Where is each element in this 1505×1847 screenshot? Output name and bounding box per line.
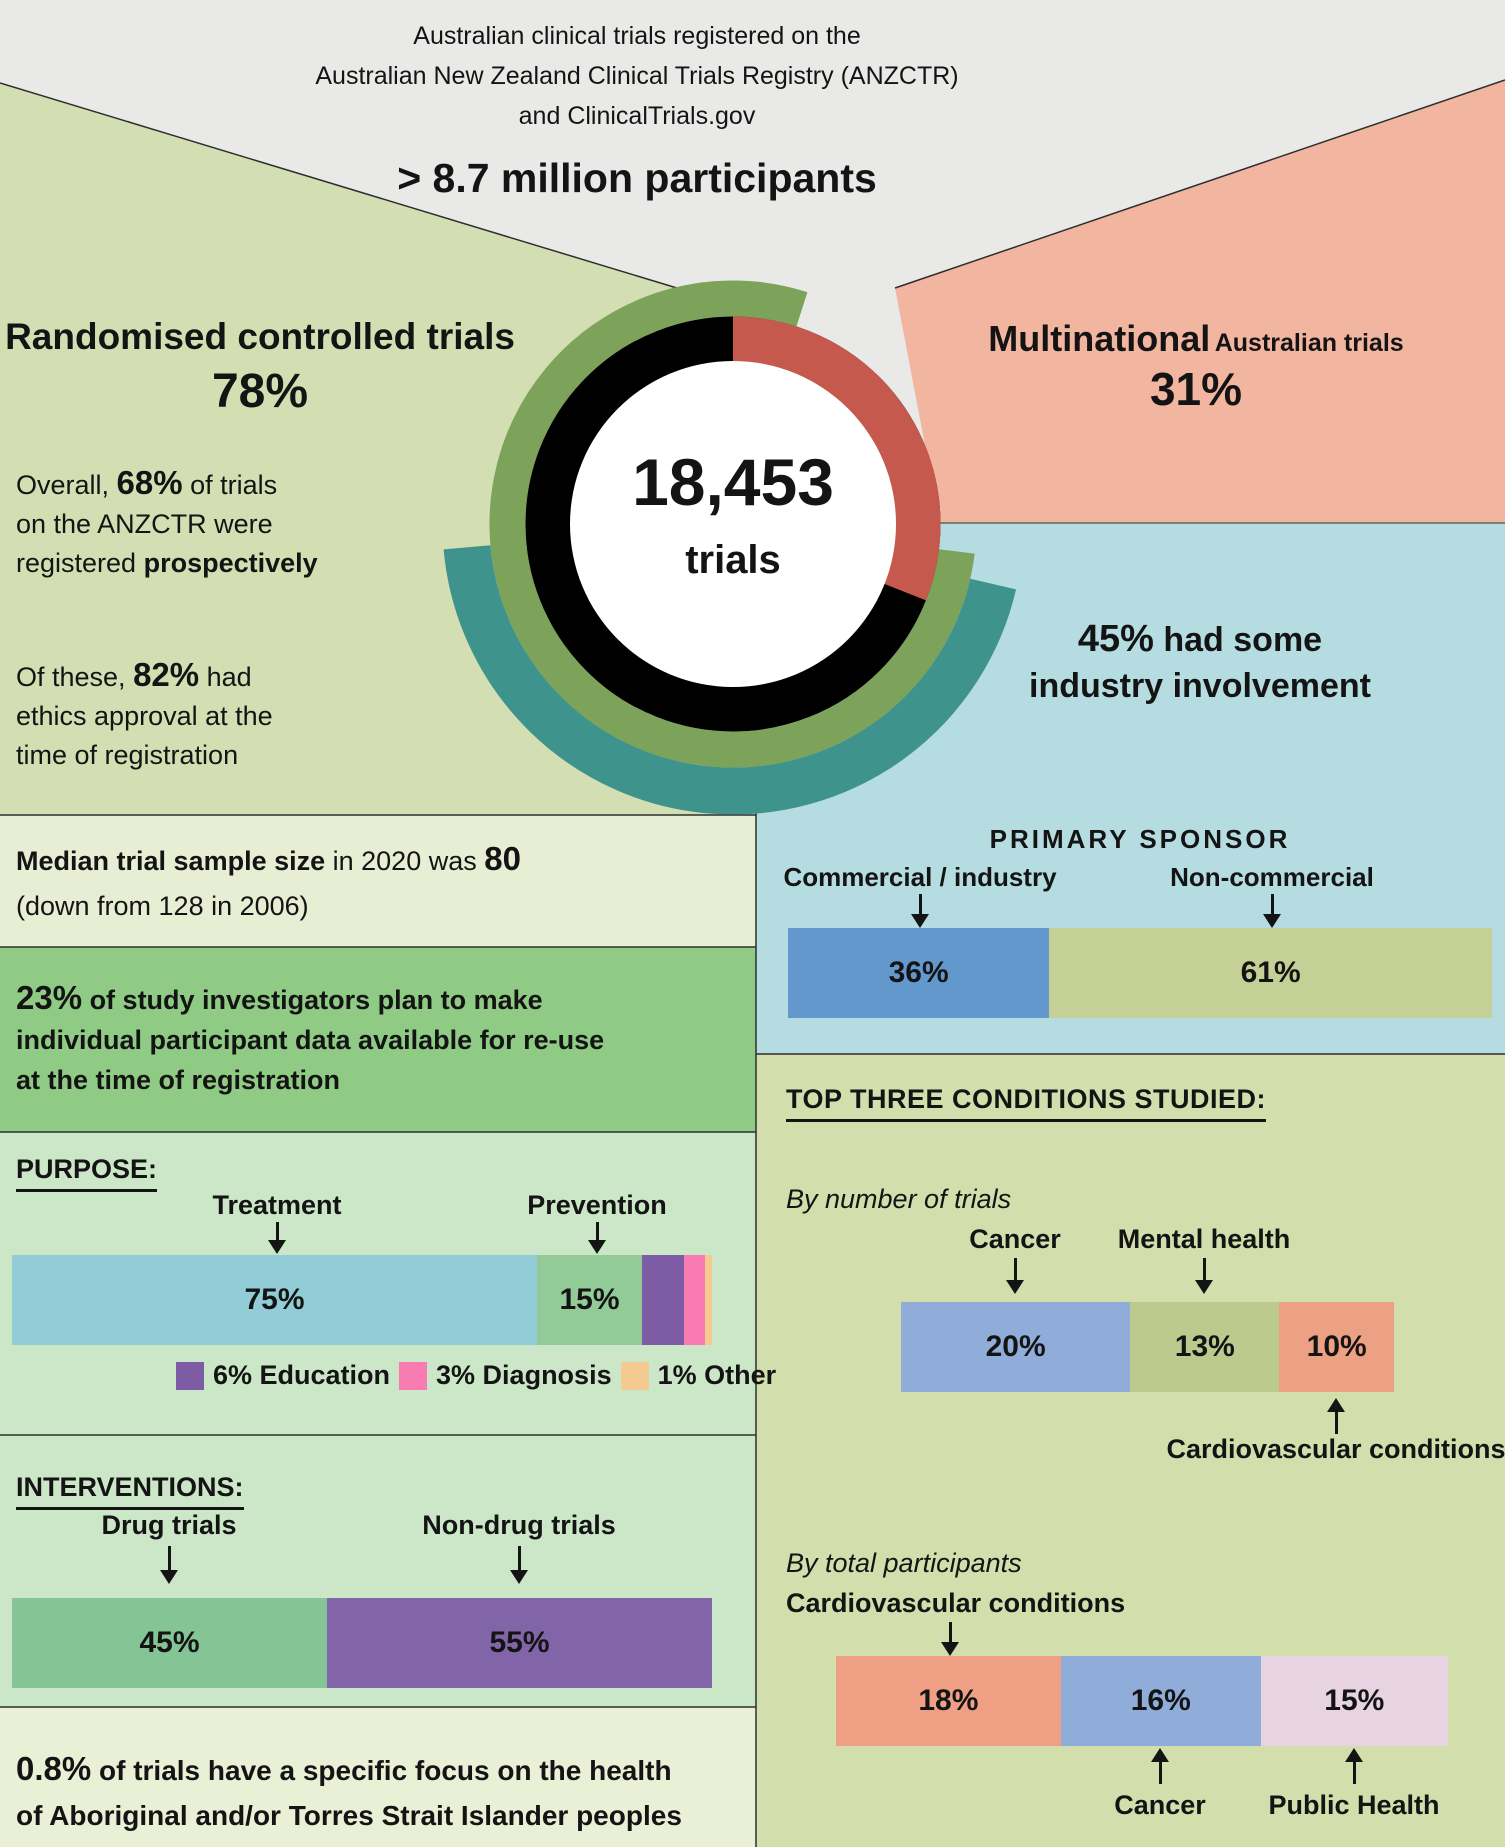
- sponsor-label-noncommercial: Non-commercial: [1170, 862, 1374, 892]
- arrow-down-icon: [517, 1546, 521, 1572]
- bar-segment: [642, 1255, 684, 1345]
- ethics-approval-text: Of these, 82% had ethics approval at the…: [16, 656, 273, 770]
- purpose-title: PURPOSE:: [16, 1154, 158, 1192]
- bar-segment: 10%: [1279, 1302, 1394, 1392]
- sponsor-label-commercial: Commercial / industry: [783, 862, 1057, 892]
- interventions-bar: 45% 55%: [12, 1598, 712, 1688]
- participants-headline: > 8.7 million participants: [397, 155, 877, 201]
- interventions-title: INTERVENTIONS:: [16, 1472, 244, 1510]
- legend-swatch: [176, 1361, 204, 1390]
- arrow-up-icon: [1158, 1760, 1162, 1784]
- arrow-down-icon: [918, 894, 922, 916]
- participants-label-cardiovascular: Cardiovascular conditions: [786, 1588, 1126, 1618]
- title-block: Australian clinical trials registered on…: [0, 16, 1274, 136]
- purpose-legend: 6% Education 3% Diagnosis 1% Other: [176, 1360, 776, 1391]
- interventions-label-drug: Drug trials: [101, 1510, 237, 1540]
- bar-segment: 20%: [901, 1302, 1131, 1392]
- donut-unit: trials: [685, 538, 781, 582]
- donut-ring-multinational-31pct: [732, 316, 941, 601]
- arrow-down-icon: [167, 1546, 171, 1572]
- interventions-label-nondrug: Non-drug trials: [422, 1510, 616, 1540]
- purpose-label-treatment: Treatment: [212, 1190, 342, 1220]
- data-sharing-text: 23% of study investigators plan to make …: [16, 979, 605, 1095]
- conditions-label-cardiovascular: Cardiovascular conditions: [1166, 1434, 1505, 1464]
- bar-segment: 36%: [788, 928, 1050, 1018]
- arrow-down-icon: [595, 1222, 599, 1242]
- conditions-label-cancer: Cancer: [969, 1224, 1061, 1254]
- rct-percent: 78%: [211, 365, 309, 418]
- donut-ring-industry-involvement-45pct: [443, 545, 1017, 815]
- purpose-bar: 75% 15%: [12, 1255, 712, 1345]
- bar-segment: [705, 1255, 712, 1345]
- arrow-down-icon: [948, 1622, 952, 1644]
- conditions-by-trials-bar: 20% 13% 10%: [901, 1302, 1394, 1392]
- bar-segment: 75%: [12, 1255, 537, 1345]
- bar-segment: 55%: [327, 1598, 712, 1688]
- legend-label: 1% Other: [657, 1360, 777, 1390]
- legend-item: 6% Education: [176, 1360, 390, 1391]
- by-total-participants-subtitle: By total participants: [786, 1548, 1022, 1578]
- legend-swatch: [399, 1361, 428, 1390]
- bar-segment: 15%: [537, 1255, 642, 1345]
- arrow-down-icon: [1202, 1258, 1206, 1282]
- bar-segment: [684, 1255, 705, 1345]
- prospective-registration-text: Overall, 68% of trials on the ANZCTR wer…: [16, 464, 318, 578]
- participants-label-cancer: Cancer: [1114, 1790, 1206, 1820]
- bar-segment: 13%: [1130, 1302, 1280, 1392]
- conditions-by-participants-bar: 18% 16% 15%: [836, 1656, 1448, 1746]
- arrow-up-icon: [1334, 1410, 1338, 1434]
- primary-sponsor-title: PRIMARY SPONSOR: [989, 824, 1291, 854]
- legend-label: 3% Diagnosis: [436, 1360, 612, 1390]
- donut-rings: [443, 280, 1017, 815]
- donut-hole: [570, 361, 896, 687]
- industry-involvement-text: 45% had some industry involvement: [1029, 618, 1371, 705]
- bar-segment: 18%: [836, 1656, 1061, 1746]
- donut-total: 18,453: [632, 445, 834, 519]
- bar-segment: 15%: [1260, 1656, 1448, 1746]
- aboriginal-focus-text: 0.8% of trials have a specific focus on …: [16, 1750, 682, 1831]
- donut-chart: 18,453 trials: [443, 280, 1017, 815]
- arrow-down-icon: [275, 1222, 279, 1242]
- multinational-title: Multinational Australian trials: [988, 318, 1404, 359]
- donut-ring-randomised-controlled-78pct: [489, 280, 975, 768]
- legend-item: 1% Other: [620, 1360, 777, 1391]
- participants-label-public-health: Public Health: [1268, 1790, 1440, 1820]
- purpose-label-prevention: Prevention: [527, 1190, 667, 1220]
- title-line-1: Australian clinical trials registered on…: [413, 22, 861, 50]
- arrow-down-icon: [1013, 1258, 1017, 1282]
- primary-sponsor-bar: 36% 61%: [788, 928, 1492, 1018]
- conditions-title: TOP THREE CONDITIONS STUDIED:: [786, 1084, 1267, 1122]
- median-sample-size-text: Median trial sample size in 2020 was 80 …: [16, 840, 521, 921]
- rct-title: Randomised controlled trials: [5, 316, 515, 357]
- legend-item: 3% Diagnosis: [399, 1360, 612, 1391]
- legend-swatch: [620, 1361, 649, 1390]
- bar-segment: 45%: [12, 1598, 327, 1688]
- arrow-down-icon: [1270, 894, 1274, 916]
- bar-segment: 16%: [1060, 1656, 1261, 1746]
- arrow-up-icon: [1352, 1760, 1356, 1784]
- title-line-2: Australian New Zealand Clinical Trials R…: [315, 62, 959, 90]
- bar-segment: 61%: [1049, 928, 1492, 1018]
- conditions-label-mental-health: Mental health: [1117, 1224, 1291, 1254]
- multinational-percent: 31%: [1149, 363, 1243, 415]
- by-number-of-trials-subtitle: By number of trials: [786, 1184, 1012, 1214]
- title-line-3: and ClinicalTrials.gov: [518, 102, 756, 130]
- legend-label: 6% Education: [213, 1360, 391, 1390]
